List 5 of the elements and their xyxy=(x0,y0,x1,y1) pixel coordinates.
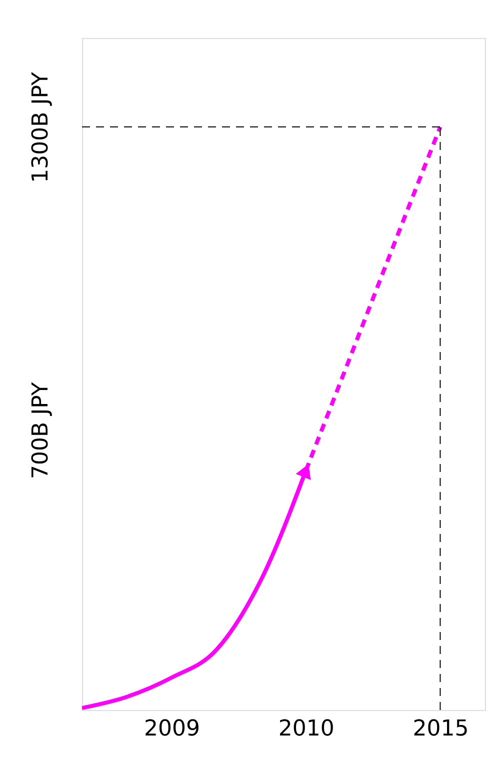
y-tick-label: 1300B JPY xyxy=(28,71,54,183)
x-tick-label: 2009 xyxy=(144,716,200,742)
x-tick-label: 2010 xyxy=(278,716,334,742)
y-tick-label: 700B JPY xyxy=(28,382,54,479)
x-tick-label: 2015 xyxy=(412,716,469,742)
